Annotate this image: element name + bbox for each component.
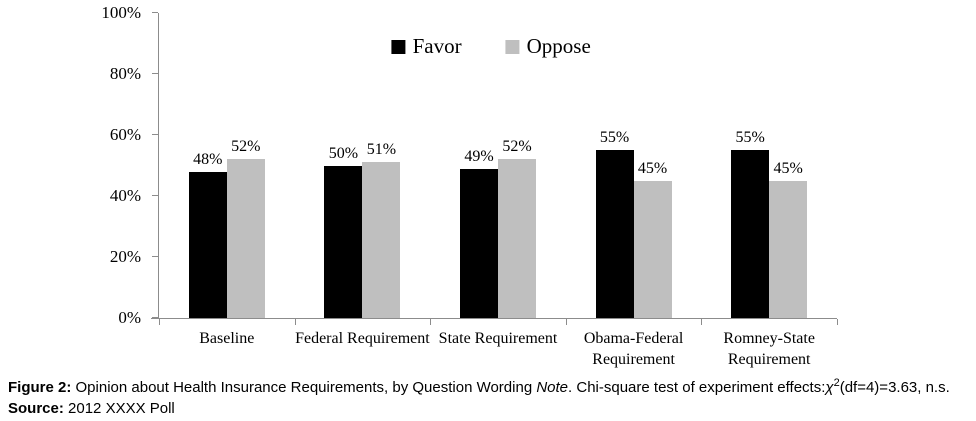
y-axis-tick-label: 20% <box>109 247 141 266</box>
y-axis-tick <box>152 73 158 74</box>
source-label: Source: <box>8 400 64 417</box>
y-axis-tick <box>152 256 158 257</box>
chi-symbol: χ <box>825 379 834 396</box>
bar-wrap-favor: 49% <box>459 147 498 318</box>
bar-favor <box>459 168 498 318</box>
bar-wrap-favor: 50% <box>324 144 363 318</box>
y-axis-tick-label: 60% <box>109 125 141 144</box>
oppose-swatch-icon <box>505 39 520 54</box>
bar-favor <box>324 165 363 318</box>
bar-wrap-favor: 55% <box>595 129 634 318</box>
bar-oppose <box>362 162 401 318</box>
y-axis-tick-label: 0% <box>118 308 141 327</box>
plot-area: 0% 20% 40% 60% 80% 100% 48% 52% Baseline 50% 51% F… <box>101 4 838 368</box>
y-axis-tick-label: 40% <box>109 186 141 205</box>
bar-value-label: 55% <box>599 129 630 147</box>
y-axis-tick <box>152 134 158 135</box>
bar-value-label: 52% <box>502 138 532 156</box>
y-axis-tick <box>152 195 158 196</box>
bar-groups: 48% 52% Baseline 50% 51% Federal Requirement 4… <box>159 13 837 368</box>
legend-item-favor: Favor <box>391 34 462 59</box>
figure-caption: Figure 2: Opinion about Health Insurance… <box>8 377 972 419</box>
bar-oppose <box>769 180 808 318</box>
bar-value-label: 51% <box>366 141 397 159</box>
y-axis-tick-label: 80% <box>109 64 141 83</box>
favor-swatch-icon <box>391 39 406 54</box>
figure-label: Figure 2: <box>8 379 72 396</box>
bar-group: 55% 45% Obama-Federal Requirement <box>566 13 702 368</box>
caption-line-1: Figure 2: Opinion about Health Insurance… <box>8 377 950 397</box>
bar-wrap-oppose: 52% <box>497 138 536 318</box>
legend-label-favor: Favor <box>412 34 462 58</box>
x-axis-tick <box>294 319 296 325</box>
bar-wrap-favor: 48% <box>188 150 227 318</box>
x-axis-origin-extension <box>151 318 159 319</box>
bar-wrap-favor: 55% <box>731 129 770 318</box>
legend-item-oppose: Oppose <box>505 34 591 59</box>
bar-value-label: 49% <box>464 147 494 165</box>
source-text: 2012 XXXX Poll <box>63 400 175 417</box>
bar-group: 50% 51% Federal Requirement <box>295 13 431 347</box>
note-word: Note <box>536 379 569 396</box>
bar-oppose <box>497 159 536 318</box>
caption-line-2: Source: 2012 XXXX Poll <box>8 398 972 419</box>
x-axis-category-label: Federal Requirement <box>295 330 430 347</box>
bar-favor <box>595 150 634 318</box>
bar-value-label: 55% <box>735 129 765 147</box>
bar-value-label: 50% <box>328 144 359 162</box>
x-axis-category-label: Baseline <box>199 330 255 347</box>
bar-wrap-oppose: 45% <box>633 159 672 318</box>
bar-group: 55% 45% Romney-State Requirement <box>701 13 837 368</box>
y-axis-tick-label: 100% <box>101 3 141 22</box>
bar-group: 48% 52% Baseline <box>159 13 295 347</box>
bar-value-label: 45% <box>773 159 803 177</box>
bar-favor <box>731 150 770 318</box>
bar-oppose <box>633 180 672 318</box>
bar-wrap-oppose: 45% <box>769 159 808 318</box>
bar-value-label: 52% <box>231 138 261 156</box>
x-axis-tick <box>701 319 703 325</box>
x-axis-category-label: Romney-State Requirement <box>723 330 815 368</box>
chart-legend: Favor Oppose <box>391 34 591 59</box>
y-axis-tick <box>152 12 158 13</box>
bar-favor <box>188 171 227 318</box>
x-axis-tick <box>565 319 567 325</box>
x-axis-tick <box>837 319 838 325</box>
x-axis-tick <box>430 319 432 325</box>
bar-group: 49% 52% State Requirement <box>430 13 566 347</box>
legend-label-oppose: Oppose <box>526 34 591 58</box>
bar-value-label: 45% <box>637 159 668 177</box>
y-axis-tick <box>152 317 158 318</box>
bar-chart: 0% 20% 40% 60% 80% 100% 48% 52% Baseline 50% 51% F… <box>101 4 838 368</box>
x-axis-tick <box>159 319 160 325</box>
x-axis-category-label: Obama-Federal Requirement <box>583 330 684 368</box>
bar-wrap-oppose: 52% <box>226 138 265 318</box>
bar-oppose <box>226 159 265 318</box>
x-axis-category-label: State Requirement <box>438 330 558 347</box>
bar-wrap-oppose: 51% <box>362 141 401 318</box>
bar-value-label: 48% <box>193 150 223 168</box>
